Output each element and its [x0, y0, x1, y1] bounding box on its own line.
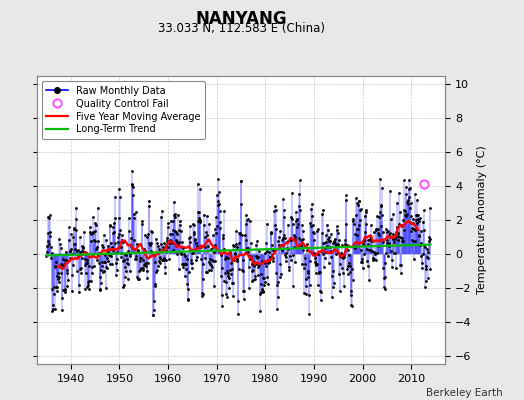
Text: 33.033 N, 112.583 E (China): 33.033 N, 112.583 E (China) — [158, 22, 324, 35]
Text: Berkeley Earth: Berkeley Earth — [427, 388, 503, 398]
Y-axis label: Temperature Anomaly (°C): Temperature Anomaly (°C) — [477, 146, 487, 294]
Legend: Raw Monthly Data, Quality Control Fail, Five Year Moving Average, Long-Term Tren: Raw Monthly Data, Quality Control Fail, … — [41, 81, 205, 139]
Text: NANYANG: NANYANG — [195, 10, 287, 28]
